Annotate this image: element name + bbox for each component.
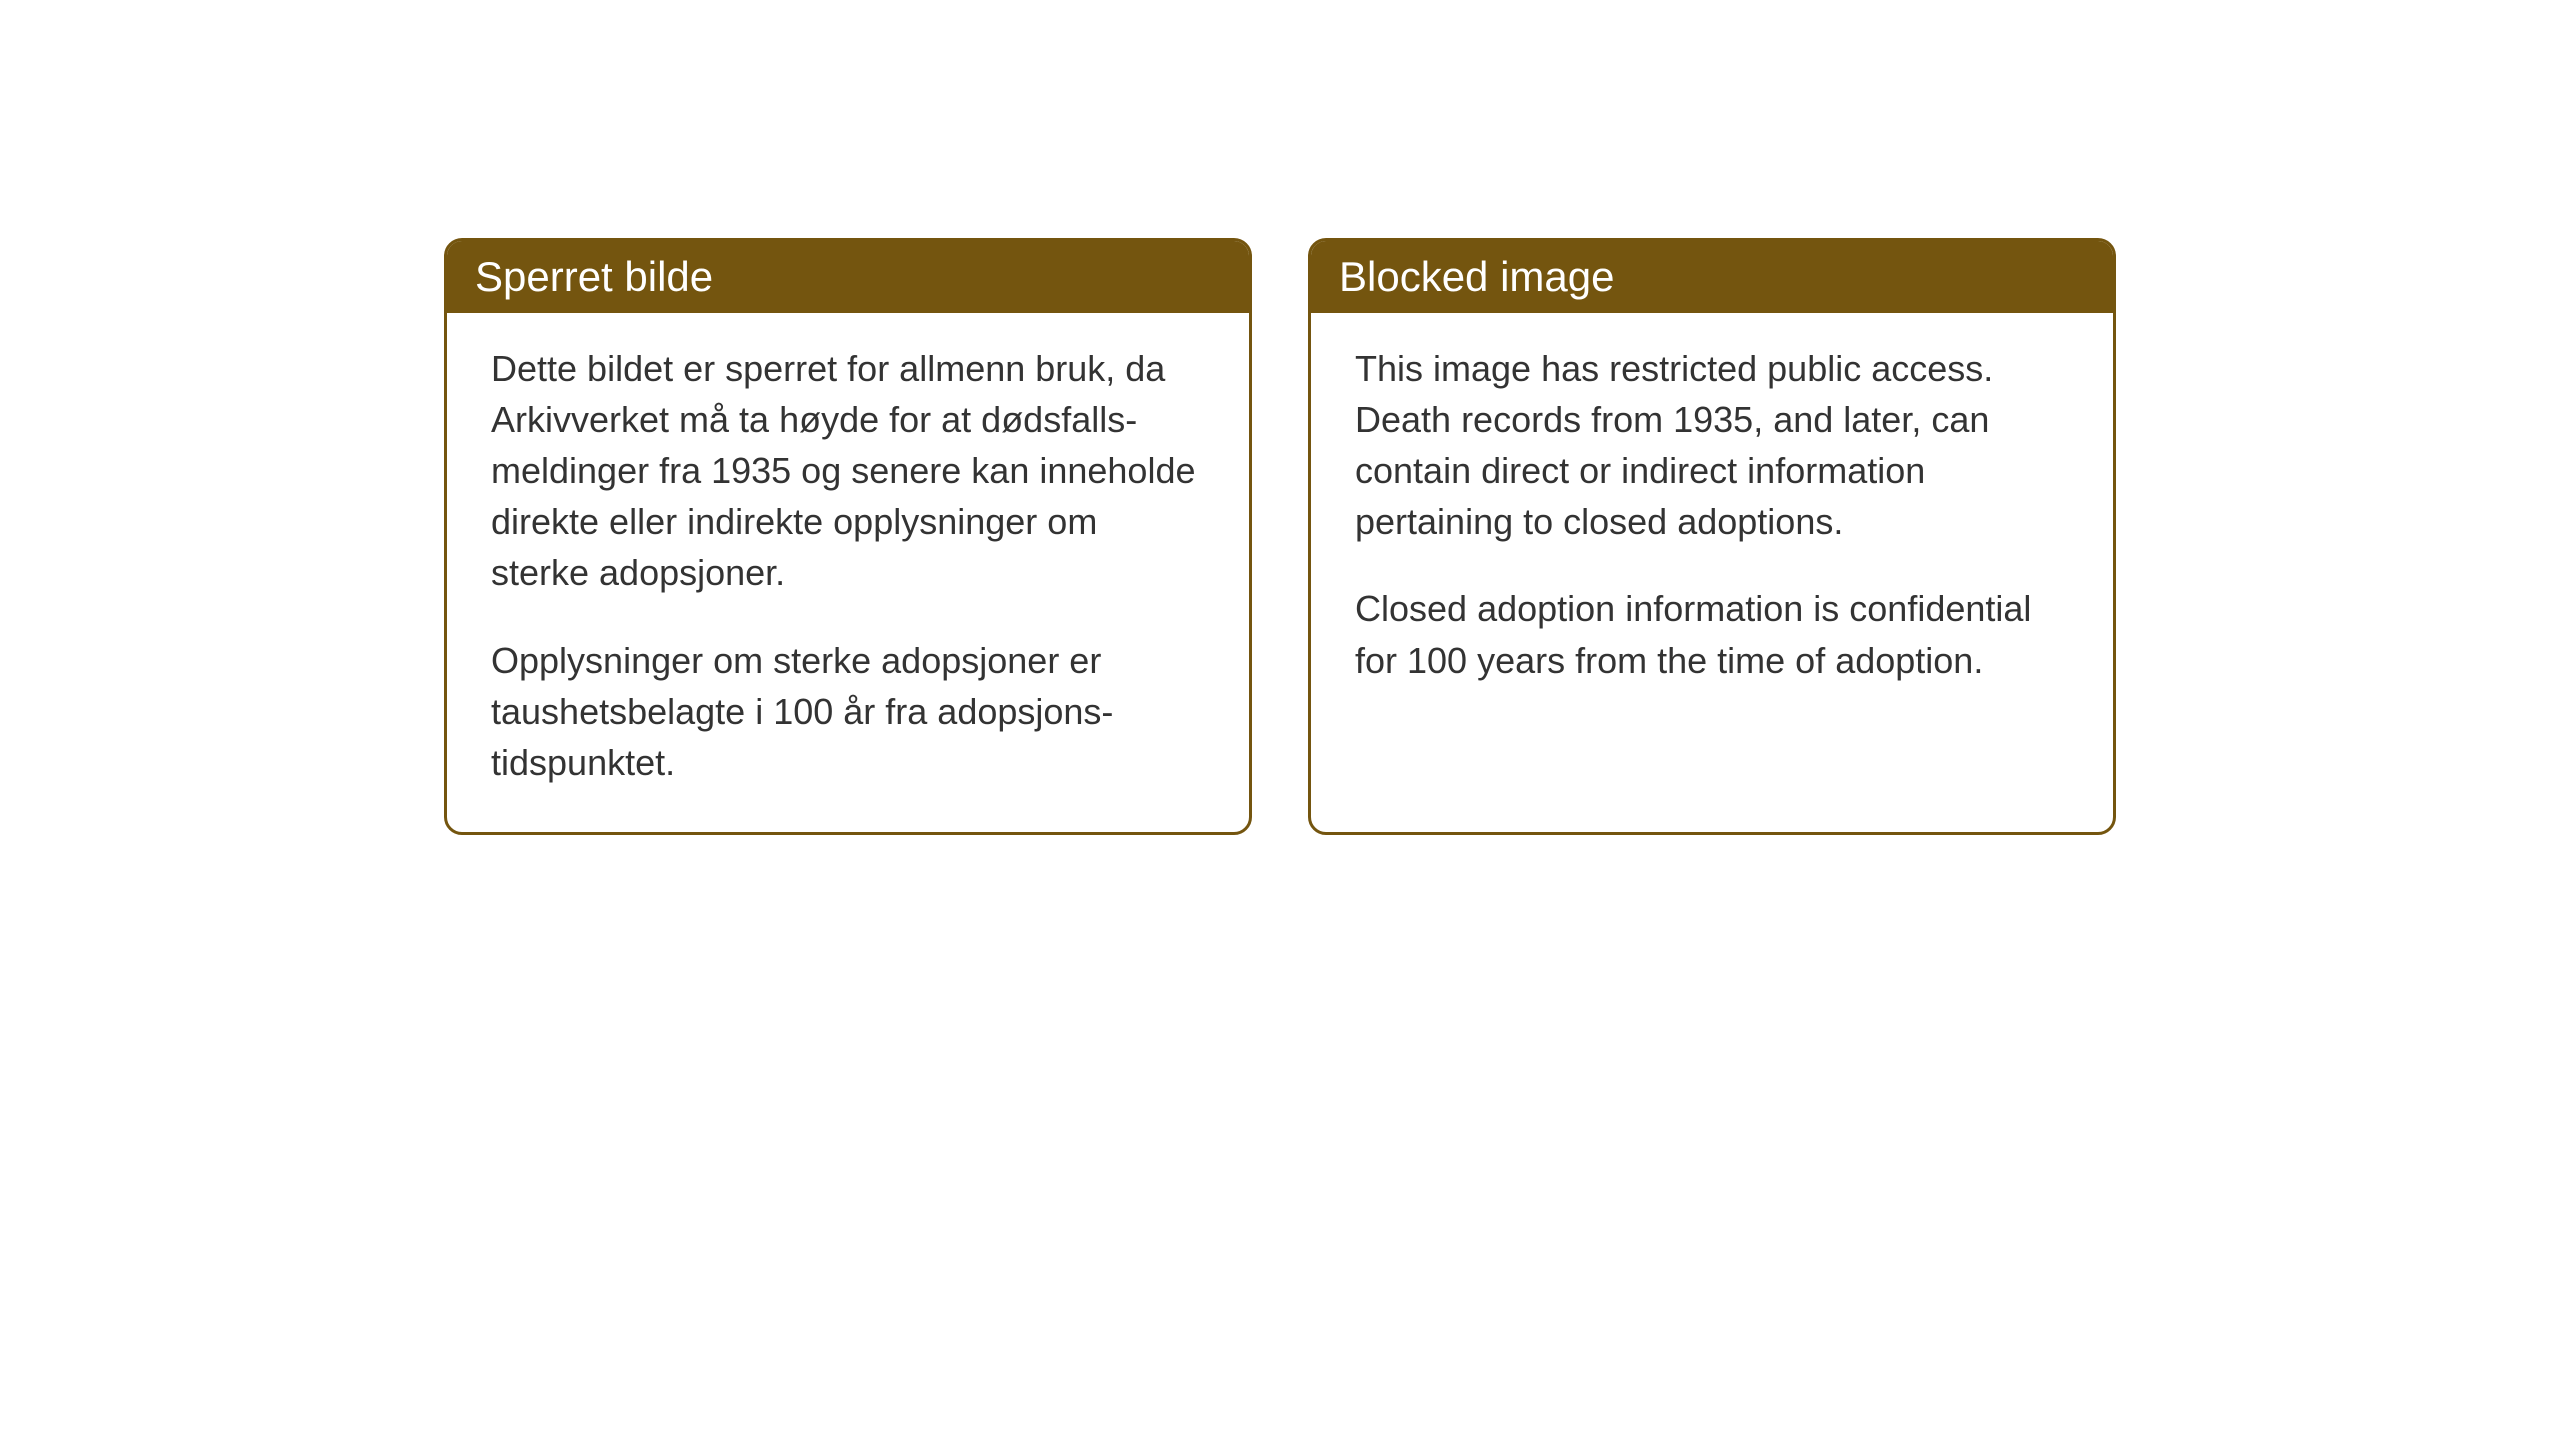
norwegian-notice-card: Sperret bilde Dette bildet er sperret fo… <box>444 238 1252 835</box>
norwegian-card-body: Dette bildet er sperret for allmenn bruk… <box>447 313 1249 832</box>
norwegian-card-title: Sperret bilde <box>447 241 1249 313</box>
notice-cards-container: Sperret bilde Dette bildet er sperret fo… <box>444 238 2116 835</box>
english-card-body: This image has restricted public access.… <box>1311 313 2113 730</box>
norwegian-paragraph-1: Dette bildet er sperret for allmenn bruk… <box>491 343 1205 599</box>
norwegian-paragraph-2: Opplysninger om sterke adopsjoner er tau… <box>491 635 1205 788</box>
english-card-title: Blocked image <box>1311 241 2113 313</box>
english-paragraph-1: This image has restricted public access.… <box>1355 343 2069 547</box>
english-notice-card: Blocked image This image has restricted … <box>1308 238 2116 835</box>
english-paragraph-2: Closed adoption information is confident… <box>1355 583 2069 685</box>
